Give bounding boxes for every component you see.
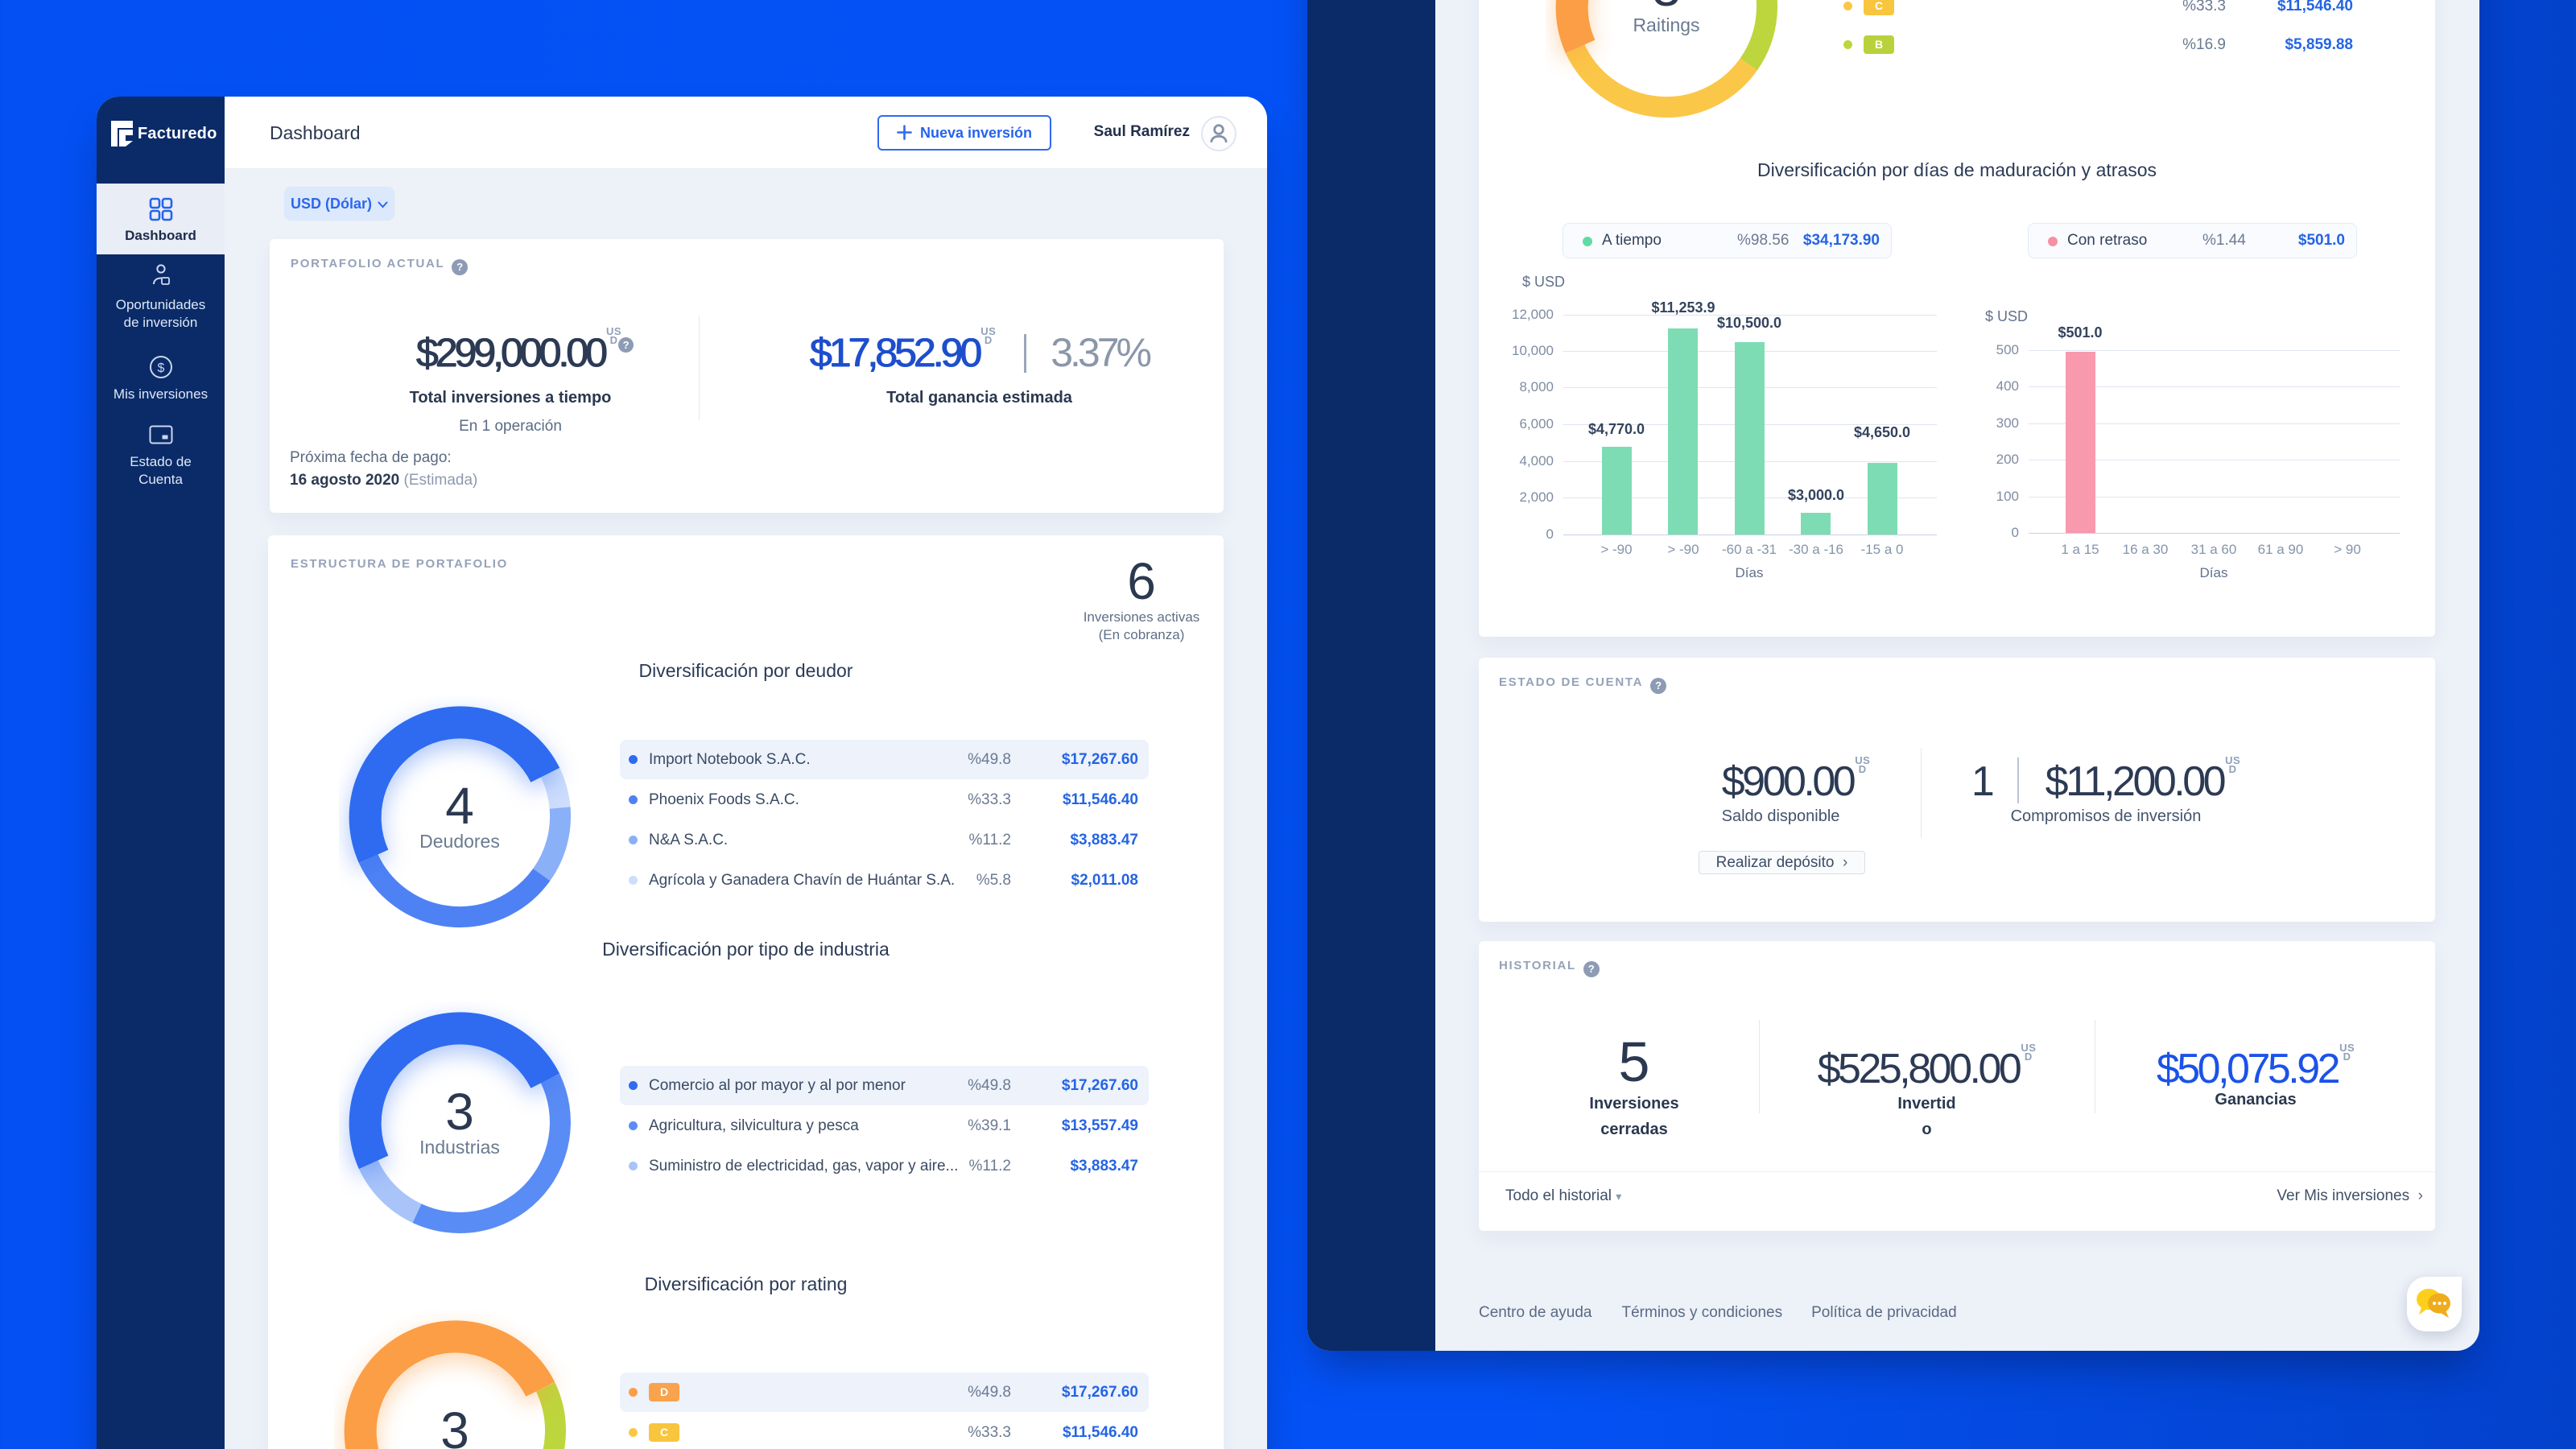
svg-text:$: $	[158, 361, 165, 375]
